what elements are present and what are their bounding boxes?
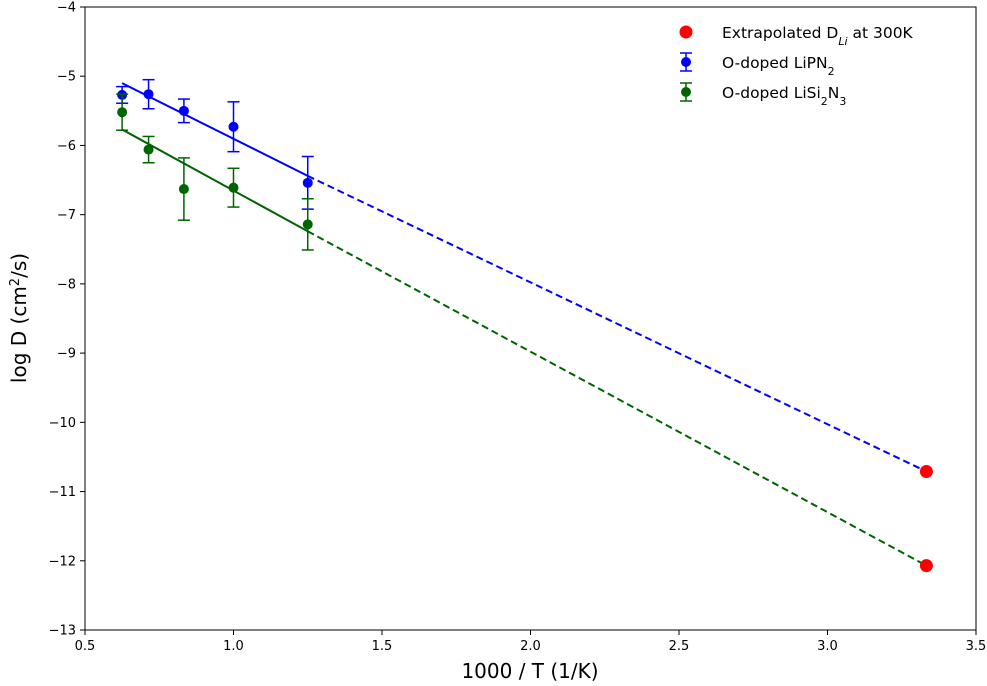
y-tick-label: −12	[49, 554, 76, 569]
y-tick-label: −11	[49, 485, 76, 500]
fit-line-lipn2	[121, 82, 309, 177]
x-tick-label: 3.0	[817, 639, 838, 654]
legend: Extrapolated DLi at 300K O-doped LiPN2 O…	[679, 24, 914, 108]
y-tick-label: −5	[57, 70, 76, 85]
x-axis-label: 1000 / T (1/K)	[461, 659, 598, 683]
y-tick-label: −9	[57, 347, 76, 362]
y-axis-label: log D (cm2/s)	[7, 253, 31, 383]
legend-label-extrapolated: Extrapolated DLi at 300K	[722, 24, 914, 48]
extrapolation-line-lisi2n3	[307, 230, 927, 567]
data-point-lipn2	[143, 89, 154, 100]
legend-marker-lisi2n3	[681, 87, 691, 97]
legend-entry-lipn2: O-doped LiPN2	[680, 52, 835, 78]
x-tick-label: 3.5	[966, 639, 987, 654]
data-point-lisi2n3	[178, 184, 189, 195]
data-point-lipn2	[178, 105, 189, 116]
data-points	[116, 78, 933, 573]
legend-entry-lisi2n3: O-doped LiSi2N3	[680, 82, 846, 108]
legend-marker-lipn2	[681, 57, 691, 67]
x-tick-label: 1.0	[223, 639, 244, 654]
y-tick-label: −13	[49, 624, 76, 639]
y-tick-label: −4	[57, 1, 76, 16]
extrapolated-point	[919, 464, 933, 478]
legend-label-lisi2n3: O-doped LiSi2N3	[722, 84, 846, 108]
data-point-lisi2n3	[228, 182, 239, 193]
y-tick-label: −10	[49, 416, 76, 431]
axis-ticks: 0.5 1.0 1.5 2.0 2.5 3.0 3.5 −13 −12 −11 −10 −9 −8 −7 −…	[49, 1, 987, 655]
x-tick-label: 2.5	[669, 639, 690, 654]
y-tick-label: −6	[57, 139, 76, 154]
fit-line-lisi2n3	[121, 128, 309, 233]
y-tick-label: −8	[57, 277, 76, 292]
extrapolation-line-lipn2	[307, 174, 927, 473]
y-tick-label: −7	[57, 208, 76, 223]
data-point-lisi2n3	[143, 144, 154, 155]
legend-label-lipn2: O-doped LiPN2	[722, 54, 835, 78]
legend-marker-extrapolated	[679, 25, 693, 39]
x-tick-label: 1.5	[372, 639, 393, 654]
data-point-lipn2	[302, 177, 313, 188]
data-point-lisi2n3	[117, 107, 128, 118]
fit-lines	[121, 82, 927, 567]
legend-entry-extrapolated: Extrapolated DLi at 300K	[679, 24, 914, 48]
x-tick-label: 2.0	[520, 639, 541, 654]
x-tick-label: 0.5	[75, 639, 96, 654]
data-point-lipn2	[228, 121, 239, 132]
extrapolated-point	[919, 559, 933, 573]
data-point-lisi2n3	[302, 219, 313, 230]
